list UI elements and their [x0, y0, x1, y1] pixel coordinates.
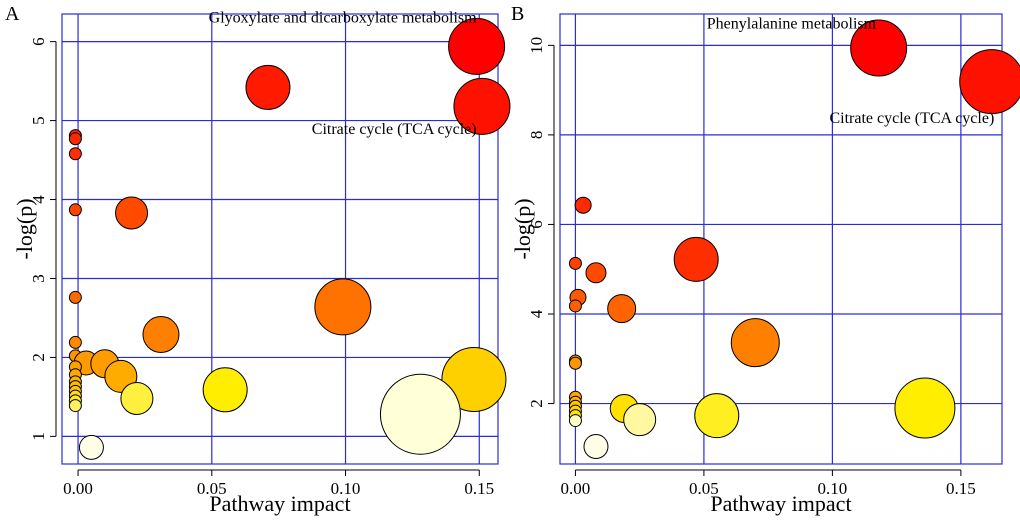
data-point[interactable]: [959, 49, 1020, 115]
y-tick-label: 8: [527, 131, 546, 140]
data-points: [68, 17, 511, 460]
data-point[interactable]: [68, 399, 82, 413]
y-tick-label: 10: [527, 37, 546, 54]
data-point[interactable]: [202, 367, 248, 413]
data-point[interactable]: [568, 256, 582, 270]
data-point[interactable]: [68, 335, 82, 349]
data-point[interactable]: [607, 294, 637, 324]
x-tick-label: 0.15: [946, 479, 976, 498]
data-point[interactable]: [453, 77, 511, 135]
plot-frame: [61, 13, 499, 465]
y-axis-title: -log(p): [12, 198, 37, 259]
pathway-annotation: Citrate cycle (TCA cycle): [829, 110, 994, 127]
data-point[interactable]: [115, 196, 149, 230]
x-tick-label: 0.10: [331, 479, 361, 498]
y-tick-label: 2: [527, 399, 546, 408]
data-point[interactable]: [245, 64, 291, 110]
x-tick-label: 0.00: [561, 479, 591, 498]
data-point[interactable]: [673, 236, 719, 282]
y-tick-label: 3: [29, 274, 48, 283]
x-axis-title: Pathway impact: [209, 491, 350, 516]
data-point[interactable]: [894, 377, 956, 439]
data-point[interactable]: [448, 17, 506, 75]
data-point[interactable]: [120, 381, 154, 415]
data-point[interactable]: [441, 347, 507, 413]
y-tick-label: 5: [29, 116, 48, 125]
y-tick-label: 6: [527, 220, 546, 229]
data-point[interactable]: [585, 262, 607, 284]
x-tick-label: 0.00: [63, 479, 93, 498]
data-point[interactable]: [142, 316, 180, 354]
data-point[interactable]: [68, 203, 82, 217]
data-point[interactable]: [68, 147, 82, 161]
data-point[interactable]: [78, 434, 104, 460]
data-point[interactable]: [379, 373, 461, 455]
x-tick-label: 0.05: [689, 479, 719, 498]
y-tick-label: 4: [29, 195, 48, 204]
data-point[interactable]: [574, 196, 592, 214]
x-tick-label: 0.15: [464, 479, 494, 498]
y-tick-label: 6: [29, 37, 48, 46]
data-point[interactable]: [730, 318, 780, 368]
plot-frame: [559, 13, 1003, 465]
data-point[interactable]: [694, 393, 740, 439]
y-tick-label: 1: [29, 432, 48, 441]
pathway-annotation: Phenylalanine metabolism: [707, 15, 877, 32]
panel-a: A 0.00 0.05 0.10 0.15 1 2 3 4 5 6 Pathway impact -lo…: [5, 3, 511, 516]
x-tick-label: 0.05: [197, 479, 227, 498]
panel-b: B 0.00 0.05 0.10 0.15 2 4 6 8 10 Pathway impact -lo…: [510, 3, 1020, 516]
panel-label: B: [511, 3, 524, 25]
data-point[interactable]: [583, 434, 609, 460]
data-point[interactable]: [568, 414, 582, 428]
data-point[interactable]: [68, 132, 82, 146]
data-point[interactable]: [623, 403, 657, 437]
data-point[interactable]: [850, 19, 908, 77]
x-axis-title: Pathway impact: [710, 491, 851, 516]
data-point[interactable]: [568, 299, 582, 313]
data-points: [568, 19, 1020, 460]
data-point[interactable]: [314, 278, 372, 336]
x-tick-label: 0.10: [818, 479, 848, 498]
y-tick-label: 4: [527, 309, 546, 318]
data-point[interactable]: [568, 356, 582, 370]
pathway-annotation: Citrate cycle (TCA cycle): [312, 121, 477, 138]
y-tick-label: 2: [29, 353, 48, 362]
y-axis-title: -log(p): [510, 198, 535, 259]
panel-label: A: [5, 3, 20, 25]
pathway-annotation: Glyoxylate and dicarboxylate metabolism: [209, 10, 477, 27]
data-point[interactable]: [68, 290, 82, 304]
